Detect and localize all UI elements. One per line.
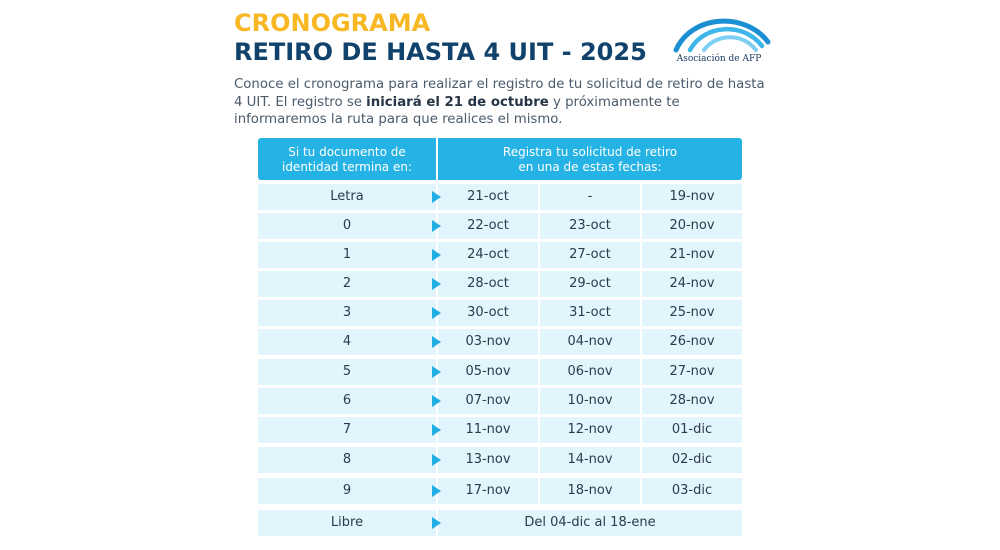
date-option-1-cell: 07-nov <box>438 388 538 414</box>
intro-text-1: Conoce el cronograma para realizar el re… <box>234 77 765 110</box>
afp-logo: Asociación de AFP <box>664 8 774 68</box>
play-arrow-icon <box>432 336 441 348</box>
intro-text-2: y próximamente te informaremos la ruta p… <box>234 94 680 128</box>
table-row: 1 24-oct 27-oct 21-nov <box>258 242 742 268</box>
table-header: Si tu documento de identidad termina en:… <box>258 138 742 180</box>
table-row: 0 22-oct 23-oct 20-nov <box>258 213 742 239</box>
table-row: 3 30-oct 31-oct 25-nov <box>258 300 742 326</box>
date-option-1-cell: 17-nov <box>438 478 538 504</box>
page-title: CRONOGRAMA <box>234 9 431 37</box>
date-option-3-cell: 25-nov <box>642 300 742 326</box>
document-ending-cell: 0 <box>258 213 436 239</box>
table-row: 7 11-nov 12-nov 01-dic <box>258 417 742 443</box>
date-option-1-cell: 28-oct <box>438 271 538 297</box>
date-option-3-cell: 01-dic <box>642 417 742 443</box>
date-option-3-cell: 26-nov <box>642 329 742 355</box>
play-arrow-icon <box>432 278 441 290</box>
table-row-libre: Libre Del 04-dic al 18-ene <box>258 510 742 536</box>
play-arrow-icon <box>432 395 441 407</box>
play-arrow-icon <box>432 191 441 203</box>
date-option-3-cell: 21-nov <box>642 242 742 268</box>
intro-paragraph: Conoce el cronograma para realizar el re… <box>234 76 774 129</box>
date-option-3-cell: 19-nov <box>642 184 742 210</box>
date-option-1-cell: 24-oct <box>438 242 538 268</box>
date-option-2-cell: 23-oct <box>540 213 640 239</box>
date-option-2-cell: 18-nov <box>540 478 640 504</box>
play-arrow-icon <box>432 424 441 436</box>
document-ending-cell: 8 <box>258 447 436 473</box>
date-option-2-cell: 14-nov <box>540 447 640 473</box>
date-option-2-cell: 10-nov <box>540 388 640 414</box>
document-ending-cell: 4 <box>258 329 436 355</box>
document-ending-cell: 3 <box>258 300 436 326</box>
logo-text: Asociación de AFP <box>676 54 762 64</box>
header-left-line1: Si tu documento de <box>288 144 406 159</box>
date-option-2-cell: 29-oct <box>540 271 640 297</box>
table-row: 9 17-nov 18-nov 03-dic <box>258 478 742 504</box>
table-row: 4 03-nov 04-nov 26-nov <box>258 329 742 355</box>
date-option-2-cell: 06-nov <box>540 359 640 385</box>
page-subtitle: RETIRO DE HASTA 4 UIT - 2025 <box>234 38 647 66</box>
play-arrow-icon <box>432 307 441 319</box>
intro-bold: iniciará el 21 de octubre <box>366 94 549 110</box>
date-option-3-cell: 27-nov <box>642 359 742 385</box>
date-range-cell: Del 04-dic al 18-ene <box>438 510 742 536</box>
date-option-3-cell: 24-nov <box>642 271 742 297</box>
date-option-1-cell: 30-oct <box>438 300 538 326</box>
header-document-ending: Si tu documento de identidad termina en: <box>258 138 436 180</box>
afp-logo-arcs-icon <box>673 18 771 53</box>
table-row: Letra 21-oct -19-nov <box>258 184 742 210</box>
date-option-1-cell: 22-oct <box>438 213 538 239</box>
schedule-table: Si tu documento de identidad termina en:… <box>258 138 742 536</box>
date-option-3-cell: 02-dic <box>642 447 742 473</box>
date-option-1-cell: 11-nov <box>438 417 538 443</box>
play-arrow-icon <box>432 517 441 529</box>
table-row: 8 13-nov 14-nov 02-dic <box>258 447 742 473</box>
play-arrow-icon <box>432 454 441 466</box>
header-register-dates: Registra tu solicitud de retiro en una d… <box>438 138 742 180</box>
header-left-line2: identidad termina en: <box>281 159 413 174</box>
table-row: 5 05-nov 06-nov 27-nov <box>258 359 742 385</box>
document-ending-cell: 9 <box>258 478 436 504</box>
table-row: 6 07-nov 10-nov 28-nov <box>258 388 742 414</box>
date-option-1-cell: 13-nov <box>438 447 538 473</box>
date-option-2-cell: 04-nov <box>540 329 640 355</box>
document-ending-cell: Letra <box>258 184 436 210</box>
document-ending-cell: Libre <box>258 510 436 536</box>
date-option-2-cell: 31-oct <box>540 300 640 326</box>
table-row: 2 28-oct 29-oct 24-nov <box>258 271 742 297</box>
document-ending-cell: 1 <box>258 242 436 268</box>
play-arrow-icon <box>432 485 441 497</box>
document-ending-cell: 2 <box>258 271 436 297</box>
date-option-2-cell: - <box>540 184 640 210</box>
play-arrow-icon <box>432 249 441 261</box>
date-option-1-cell: 21-oct <box>438 184 538 210</box>
date-option-2-cell: 12-nov <box>540 417 640 443</box>
date-option-3-cell: 03-dic <box>642 478 742 504</box>
play-arrow-icon <box>432 220 441 232</box>
document-ending-cell: 7 <box>258 417 436 443</box>
document-ending-cell: 6 <box>258 388 436 414</box>
date-option-1-cell: 05-nov <box>438 359 538 385</box>
play-arrow-icon <box>432 366 441 378</box>
header-right-line1: Registra tu solicitud de retiro <box>502 144 678 159</box>
date-option-3-cell: 28-nov <box>642 388 742 414</box>
document-ending-cell: 5 <box>258 359 436 385</box>
header-right-line2: en una de estas fechas: <box>518 159 662 174</box>
date-option-2-cell: 27-oct <box>540 242 640 268</box>
date-option-3-cell: 20-nov <box>642 213 742 239</box>
date-option-1-cell: 03-nov <box>438 329 538 355</box>
